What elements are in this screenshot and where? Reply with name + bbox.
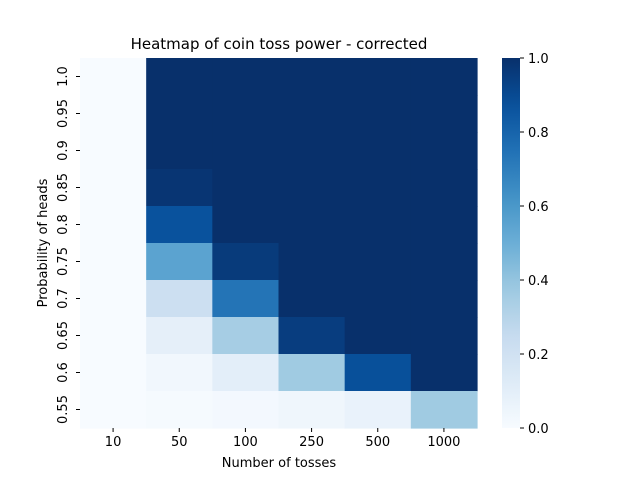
heatmap-cell [278, 317, 346, 355]
heatmap-cell [410, 206, 478, 244]
colorbar-tick-label: 0.8 [528, 126, 549, 141]
x-axis-ticks: 10 50 100 250 500 1000 [105, 428, 460, 450]
x-tick-label: 50 [171, 435, 188, 450]
chart-title: Heatmap of coin toss power - corrected [131, 35, 428, 53]
y-tick-label: 0.65 [56, 321, 71, 350]
heatmap-cell [146, 95, 213, 133]
heatmap-cell [212, 95, 280, 133]
heatmap-cell [410, 317, 478, 355]
x-tick-label: 250 [299, 435, 324, 450]
colorbar-tick-label: 1.0 [528, 52, 549, 67]
heatmap-cell [344, 354, 412, 392]
y-tick-label: 0.85 [56, 173, 71, 202]
heatmap-cell [278, 243, 346, 281]
x-axis-label: Number of tosses [222, 456, 337, 471]
x-tick-label: 100 [233, 435, 258, 450]
heatmap-cell [80, 169, 147, 207]
heatmap-cell [410, 243, 478, 281]
heatmap-cell [278, 132, 346, 170]
heatmap-cell [344, 206, 412, 244]
colorbar-ticks: 0.0 0.2 0.4 0.6 0.8 1.0 [520, 52, 549, 437]
heatmap-cell [278, 169, 346, 207]
heatmap-cell [80, 243, 147, 281]
heatmap-cell [146, 317, 213, 355]
y-axis-label: Probability of heads [36, 178, 51, 307]
heatmap-cell [80, 132, 147, 170]
heatmap-cell [278, 95, 346, 133]
heatmap-cell [80, 206, 147, 244]
colorbar-tick-label: 0.2 [528, 348, 549, 363]
heatmap-cell [146, 132, 213, 170]
heatmap-cell [212, 206, 280, 244]
heatmap-cell [344, 243, 412, 281]
colorbar-tick-label: 0.4 [528, 274, 549, 289]
heatmap-cell [146, 169, 213, 207]
heatmap-cell [410, 132, 478, 170]
heatmap-cell [344, 280, 412, 318]
heatmap-cell [278, 58, 346, 96]
y-tick-label: 0.6 [56, 362, 71, 383]
x-tick-label: 1000 [427, 435, 460, 450]
heatmap-cell [410, 391, 478, 429]
y-tick-label: 1.0 [56, 66, 71, 87]
heatmap-cell [212, 391, 280, 429]
heatmap-cell [80, 280, 147, 318]
heatmap-cell [80, 391, 147, 429]
heatmap-cell [146, 391, 213, 429]
heatmap-cell [212, 280, 280, 318]
heatmap-cell [212, 169, 280, 207]
heatmap-cell [410, 354, 478, 392]
x-tick-label: 10 [105, 435, 122, 450]
heatmap-cell [278, 354, 346, 392]
heatmap-cell [344, 95, 412, 133]
heatmap-cell [80, 317, 147, 355]
heatmap-cell [212, 132, 280, 170]
heatmap-cell [212, 58, 280, 96]
heatmap-cell [410, 169, 478, 207]
y-tick-label: 0.8 [56, 214, 71, 235]
heatmap-cell [344, 58, 412, 96]
heatmap-cell [278, 280, 346, 318]
y-tick-label: 0.95 [56, 99, 71, 128]
y-tick-label: 0.7 [56, 288, 71, 309]
heatmap-cell [344, 169, 412, 207]
heatmap-cell [146, 243, 213, 281]
y-tick-label: 0.9 [56, 140, 71, 161]
y-tick-label: 0.75 [56, 247, 71, 276]
colorbar-tick-label: 0.6 [528, 200, 549, 215]
heatmap-cell [410, 58, 478, 96]
heatmap-cell [344, 132, 412, 170]
y-tick-label: 0.55 [56, 395, 71, 424]
heatmap-cell [80, 354, 147, 392]
colorbar-tick-label: 0.0 [528, 422, 549, 437]
heatmap-cell [146, 206, 213, 244]
heatmap-cell [212, 243, 280, 281]
heatmap-cell [212, 317, 280, 355]
heatmap-cell [80, 58, 147, 96]
colorbar [502, 58, 520, 428]
heatmap-cells [80, 58, 478, 429]
heatmap-cell [410, 95, 478, 133]
heatmap-cell [278, 391, 346, 429]
heatmap-cell [146, 354, 213, 392]
heatmap-cell [278, 206, 346, 244]
y-axis-ticks: 1.0 0.95 0.9 0.85 0.8 0.75 0.7 0.65 0.6 0.55 [56, 66, 80, 424]
heatmap-cell [80, 95, 147, 133]
heatmap-cell [212, 354, 280, 392]
heatmap-cell [344, 317, 412, 355]
heatmap-cell [344, 391, 412, 429]
heatmap-cell [410, 280, 478, 318]
x-tick-label: 500 [365, 435, 390, 450]
heatmap-cell [146, 58, 213, 96]
heatmap-cell [146, 280, 213, 318]
